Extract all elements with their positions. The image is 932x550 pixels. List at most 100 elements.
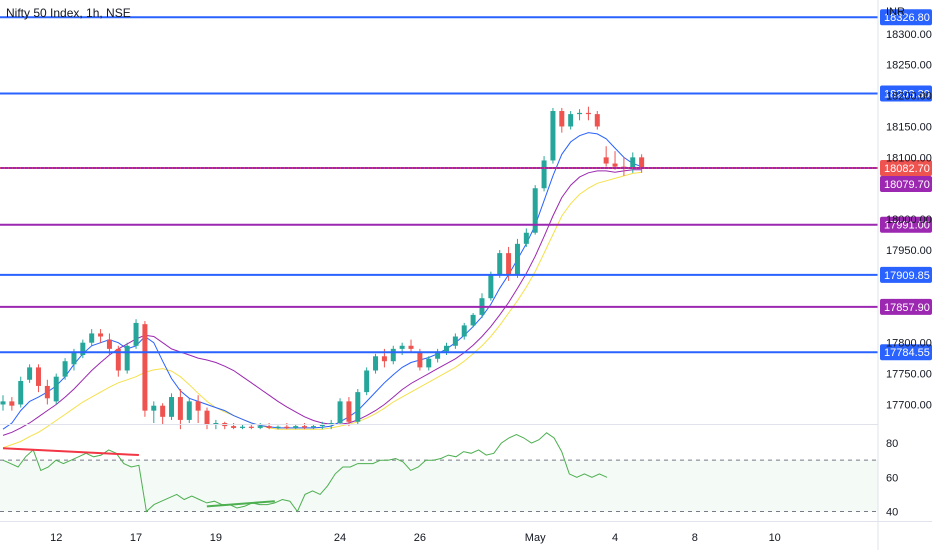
candle-body — [594, 114, 600, 127]
level-line[interactable]: 18203.30 — [0, 85, 932, 102]
candle[interactable] — [488, 271, 494, 301]
candle[interactable] — [222, 421, 228, 430]
candle[interactable] — [80, 339, 86, 359]
candle[interactable] — [35, 364, 41, 393]
candle[interactable] — [53, 373, 59, 405]
date-tick-label: 24 — [334, 532, 346, 544]
rsi-tick-label: 60 — [886, 472, 898, 484]
price-tick-label: 18250.00 — [886, 60, 932, 72]
candle[interactable] — [523, 228, 529, 247]
candle[interactable] — [452, 333, 458, 349]
candle[interactable] — [98, 329, 104, 343]
level-line[interactable]: 17857.90 — [0, 298, 932, 315]
candle[interactable] — [559, 107, 565, 133]
candle[interactable] — [612, 151, 618, 170]
candle[interactable] — [142, 321, 148, 417]
candle[interactable] — [89, 329, 95, 346]
candle-body — [231, 426, 237, 428]
candle[interactable] — [195, 395, 201, 423]
candle[interactable] — [532, 185, 538, 235]
candle-body — [115, 348, 121, 371]
candle[interactable] — [364, 367, 370, 396]
candle[interactable] — [293, 424, 299, 430]
candle[interactable] — [133, 319, 139, 349]
candle-body — [532, 188, 538, 233]
candle[interactable] — [151, 401, 157, 423]
level-line[interactable]: 18326.80 — [0, 9, 932, 26]
candle-body — [346, 401, 352, 422]
candle[interactable] — [9, 397, 15, 411]
candle[interactable] — [346, 397, 352, 427]
candle-body — [506, 253, 512, 275]
candle[interactable] — [27, 364, 33, 383]
candle[interactable] — [550, 107, 556, 164]
candle-body — [266, 426, 272, 428]
price-tick-label: 18000.00 — [886, 214, 932, 226]
candle-body — [630, 157, 636, 169]
candle[interactable] — [169, 393, 175, 420]
level-label-box — [880, 216, 932, 233]
level-line[interactable]: 17909.85 — [0, 266, 932, 283]
candle[interactable] — [577, 109, 583, 121]
candle[interactable] — [239, 424, 245, 430]
candle[interactable] — [594, 111, 600, 130]
level-line[interactable]: 17991.00 — [0, 216, 932, 233]
candle-body — [381, 356, 387, 362]
candle[interactable] — [62, 358, 68, 380]
candles[interactable] — [0, 106, 645, 430]
candle[interactable] — [231, 423, 237, 430]
candle-body — [461, 325, 467, 337]
candle[interactable] — [177, 389, 183, 430]
price-tick-label: 17800.00 — [886, 338, 932, 350]
candle[interactable] — [541, 156, 547, 192]
candle-body — [27, 367, 33, 380]
candle[interactable] — [275, 425, 281, 430]
candle-body — [133, 322, 139, 346]
candle[interactable] — [426, 356, 432, 371]
horizontal-levels[interactable]: 18326.80 18203.30 18082.70 17991.00 17909.85… — [0, 9, 932, 361]
candle[interactable] — [461, 322, 467, 340]
candle[interactable] — [186, 398, 192, 423]
candle[interactable] — [621, 157, 627, 176]
candle[interactable] — [124, 342, 130, 374]
candle[interactable] — [630, 152, 636, 173]
candle-body — [541, 160, 547, 189]
level-label-box — [880, 160, 932, 177]
candle[interactable] — [603, 146, 609, 167]
level-line[interactable]: 17784.55 — [0, 344, 932, 361]
candle[interactable] — [319, 421, 325, 430]
candle[interactable] — [373, 353, 379, 374]
candle[interactable] — [0, 395, 6, 411]
candle[interactable] — [514, 238, 520, 278]
bearish-divergence-line — [2, 447, 139, 457]
candle[interactable] — [639, 154, 645, 173]
candle[interactable] — [18, 376, 24, 408]
candle[interactable] — [497, 250, 503, 278]
candle[interactable] — [337, 398, 343, 425]
candle[interactable] — [248, 424, 254, 430]
candle[interactable] — [160, 403, 166, 425]
candle-body — [585, 112, 591, 115]
price-tick-label: 17700.00 — [886, 399, 932, 411]
level-label-box — [880, 85, 932, 102]
level-line[interactable]: 18082.70 — [0, 160, 932, 177]
candle[interactable] — [355, 389, 361, 425]
rsi-pane[interactable]: 80 60 40 — [0, 432, 898, 519]
candle-body — [568, 114, 574, 127]
candle[interactable] — [408, 339, 414, 352]
candle[interactable] — [115, 345, 121, 377]
candle[interactable] — [568, 111, 574, 130]
candle[interactable] — [390, 345, 396, 365]
candle-body — [186, 401, 192, 420]
candle-body — [204, 410, 210, 425]
candle-body — [9, 401, 15, 406]
candle[interactable] — [310, 424, 316, 430]
candle[interactable] — [470, 313, 476, 328]
candle[interactable] — [585, 106, 591, 121]
candle[interactable] — [204, 407, 210, 430]
candle[interactable] — [435, 348, 441, 363]
candle[interactable] — [44, 379, 50, 405]
candle[interactable] — [479, 293, 485, 318]
candle-body — [355, 392, 361, 422]
